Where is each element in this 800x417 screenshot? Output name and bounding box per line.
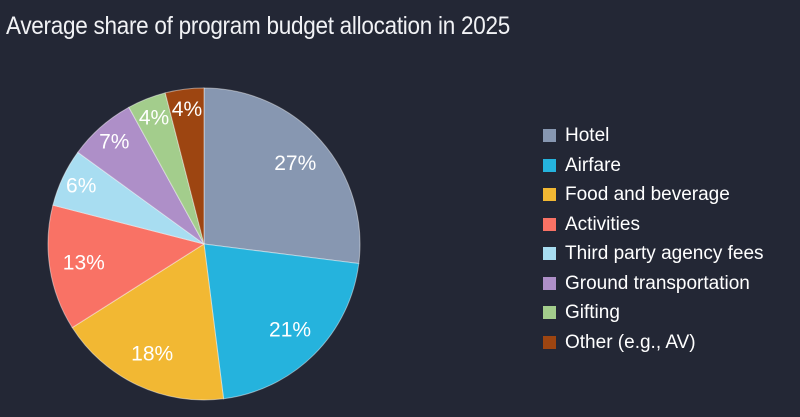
pie-slice-food-and-beverage[interactable] [71, 243, 225, 401]
pie-slice-gifting[interactable] [128, 92, 205, 245]
legend-label-activities: Activities [565, 213, 640, 235]
pie-slice-other-e-g-av[interactable] [164, 87, 205, 245]
legend-swatch-third-party-agency-fees [543, 247, 556, 261]
legend-item-third-party-agency-fees[interactable]: Third party agency fees [543, 239, 764, 269]
pie-slice-ground-transportation[interactable] [77, 106, 205, 245]
legend-swatch-gifting [543, 306, 556, 320]
legend-item-airfare[interactable]: Airfare [543, 151, 764, 181]
legend-label-gifting: Gifting [565, 302, 620, 324]
pie-slice-airfare[interactable] [203, 243, 360, 400]
pie-slice-hotel[interactable] [203, 87, 361, 265]
legend-label-airfare: Airfare [565, 154, 621, 176]
legend-item-hotel[interactable]: Hotel [543, 121, 764, 151]
pie-slice-third-party-agency-fees[interactable] [52, 151, 205, 245]
legend-item-food-and-beverage[interactable]: Food and beverage [543, 180, 764, 210]
legend-item-gifting[interactable]: Gifting [543, 298, 764, 328]
legend-item-other-e-g-av[interactable]: Other (e.g., AV) [543, 328, 764, 358]
legend-swatch-other-e-g-av [543, 335, 556, 349]
legend-label-food-and-beverage: Food and beverage [565, 184, 730, 206]
legend-swatch-ground-transportation [543, 276, 556, 290]
legend-label-hotel: Hotel [565, 125, 610, 147]
legend-swatch-airfare [543, 158, 556, 172]
legend-item-activities[interactable]: Activities [543, 210, 764, 240]
legend-label-third-party-agency-fees: Third party agency fees [565, 243, 764, 265]
pie-chart: 27%21%18%13%6%7%4% 4% [47, 87, 361, 401]
legend-swatch-hotel [543, 129, 556, 143]
pie-slice-activities[interactable] [47, 204, 206, 329]
chart-title: Average share of program budget allocati… [6, 12, 510, 40]
legend-swatch-food-and-beverage [543, 188, 556, 202]
legend-item-ground-transportation[interactable]: Ground transportation [543, 269, 764, 299]
legend-label-other-e-g-av: Other (e.g., AV) [565, 331, 696, 353]
legend-swatch-activities [543, 217, 556, 231]
legend-label-ground-transportation: Ground transportation [565, 272, 750, 294]
legend: Hotel Airfare Food and beverage Activities T… [543, 121, 764, 357]
